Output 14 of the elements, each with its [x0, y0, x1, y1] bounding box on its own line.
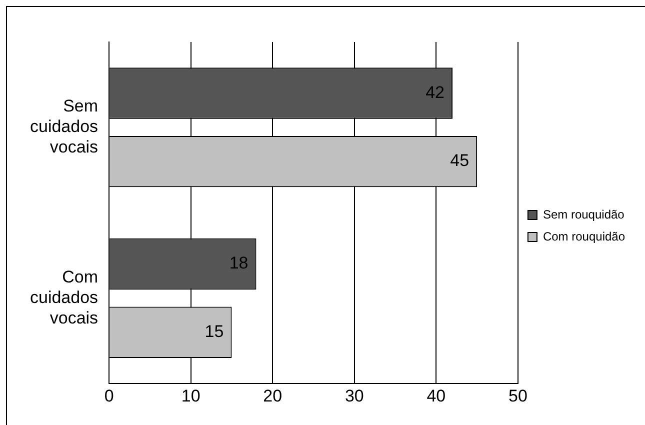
x-tick-label: 50: [508, 386, 528, 406]
x-tick-label: 20: [263, 386, 282, 406]
data-label: 18: [229, 254, 248, 273]
x-tick-label: 40: [426, 386, 446, 406]
y-tick-label: Com cuidados vocais: [30, 267, 98, 328]
x-tick-label: 30: [344, 386, 364, 406]
y-tick-label: Sem cuidados vocais: [30, 96, 98, 156]
legend-label: Sem rouquidão: [542, 207, 625, 222]
data-label: 42: [426, 82, 445, 102]
data-label: 45: [450, 151, 470, 170]
x-tick-label: 0: [104, 386, 114, 406]
x-tick-label: 10: [181, 386, 200, 406]
legend-label: Com rouquidão: [542, 229, 626, 244]
data-label: 15: [204, 322, 224, 342]
